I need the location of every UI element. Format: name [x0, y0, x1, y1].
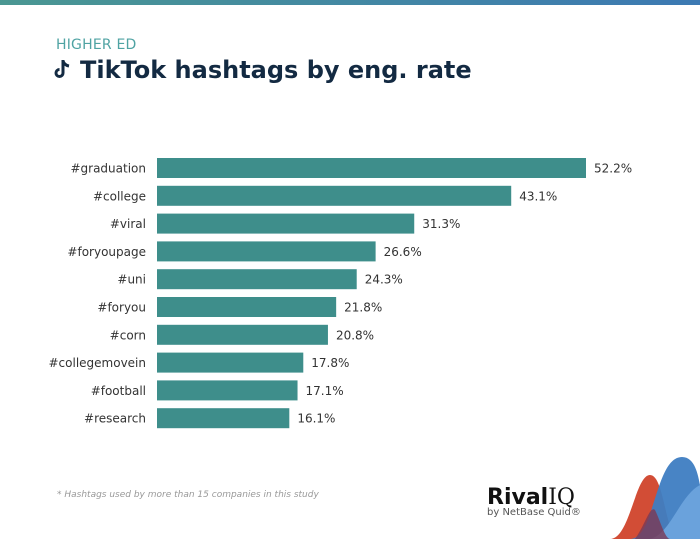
chart-title-text: TikTok hashtags by eng. rate: [80, 56, 472, 84]
category-label: #collegemovein: [49, 356, 147, 370]
bar: [157, 158, 586, 178]
logo-wave-graphic: [610, 457, 700, 539]
category-label: #football: [91, 384, 146, 398]
data-label: 43.1%: [519, 189, 557, 203]
category-label: #graduation: [70, 162, 146, 176]
bar: [157, 269, 357, 290]
logo-brand: Rival: [487, 485, 549, 510]
data-label: 17.1%: [306, 384, 344, 398]
data-label: 21.8%: [344, 301, 382, 315]
category-label: #college: [93, 189, 146, 203]
category-label: #uni: [117, 273, 146, 287]
bar-chart: #graduation 52.2% #college 43.1% #viral 31.3%…: [49, 158, 632, 429]
data-label: 52.2%: [594, 162, 632, 176]
bar: [157, 408, 290, 429]
bar: [157, 380, 298, 401]
chart-title: TikTok hashtags by eng. rate: [54, 56, 472, 84]
category-label: #foryoupage: [67, 245, 146, 259]
chart-subtitle: HIGHER ED: [56, 37, 137, 53]
data-label: 16.1%: [297, 412, 335, 426]
footnote: * Hashtags used by more than 15 companie…: [57, 490, 319, 500]
bar: [157, 324, 328, 345]
rival-iq-logo: RivalIQ by NetBase Quid®: [487, 485, 581, 518]
logo-brand-iq: IQ: [548, 485, 575, 510]
bar: [157, 297, 337, 317]
top-accent-bar: [0, 0, 700, 5]
category-label: #research: [84, 412, 146, 426]
data-label: 17.8%: [311, 356, 349, 370]
data-label: 24.3%: [365, 273, 403, 287]
bar: [157, 241, 376, 262]
data-label: 26.6%: [384, 245, 422, 259]
logo-tagline: by NetBase Quid®: [487, 507, 581, 518]
data-label: 31.3%: [422, 217, 460, 231]
tiktok-icon: [54, 60, 70, 78]
category-label: #viral: [110, 217, 146, 231]
category-label: #foryou: [97, 301, 146, 315]
bar: [157, 352, 304, 373]
bar: [157, 213, 415, 234]
bar: [157, 185, 512, 206]
category-label: #corn: [110, 328, 146, 342]
data-label: 20.8%: [336, 328, 374, 342]
